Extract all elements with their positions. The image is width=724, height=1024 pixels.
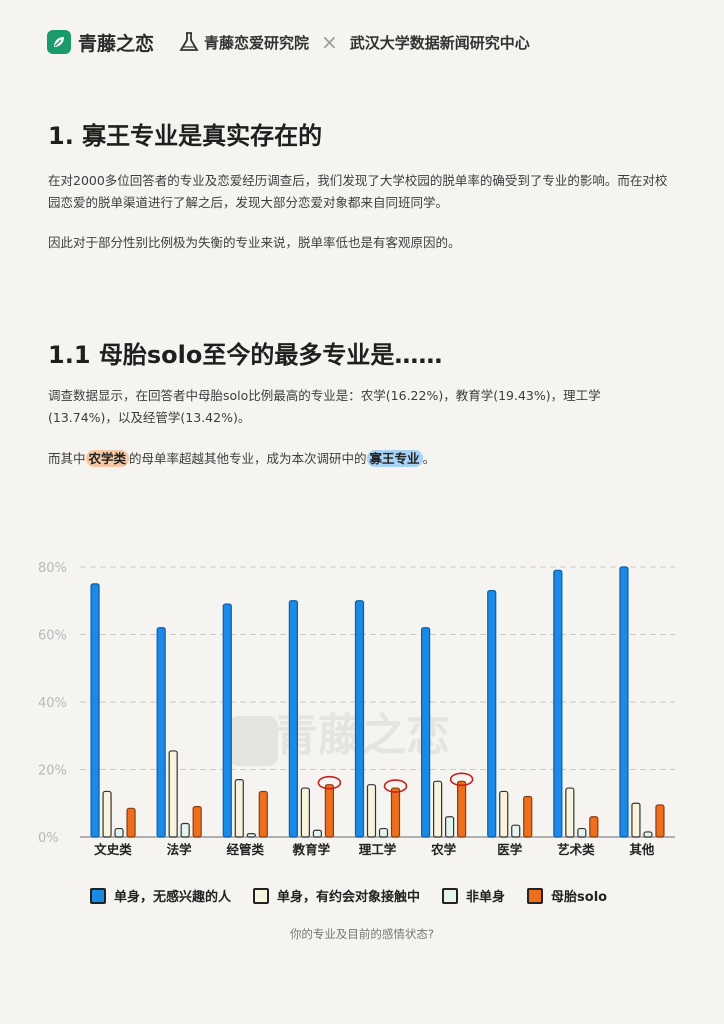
bar-3-3 [324,784,334,838]
bar-0-6 [487,590,497,838]
x-tick-label: 法学 [167,842,193,857]
bar-2-5 [445,816,455,838]
bar-2-0 [114,827,124,838]
institute-block: 青藤恋爱研究院 [200,32,309,53]
bar-3-8 [655,804,665,838]
bar-3-7 [589,816,599,838]
brand-name: 青藤之恋 [78,32,155,55]
bar-0-5 [421,627,431,838]
x-tick-label: 艺术类 [557,842,595,857]
bar-1-4 [366,784,377,838]
y-tick-label: 60% [38,629,67,644]
bar-0-3 [288,600,298,838]
bar-1-1 [168,750,178,838]
legend-item-solo: 母胎solo [527,886,607,905]
bar-1-6 [499,790,509,838]
x-tick-label: 经管类 [227,842,265,857]
x-tick-label: 理工学 [359,842,397,857]
legend-label-solo: 母胎solo [551,890,608,905]
bar-3-1 [192,806,202,838]
section-title-1: 1. 寡王专业是真实存在的 [48,122,323,150]
section11-paragraph-1: 调查数据显示，在回答者中母胎solo比例最高的专业是：农学(16.22%)，教育… [48,388,601,425]
x-tick-label: 文史类 [94,842,132,857]
bar-0-4 [354,600,365,838]
x-tick-label: 教育学 [292,842,331,857]
x-tick-label: 医学 [497,842,523,857]
bar-1-7 [565,787,575,838]
legend-swatch-single-dating [253,887,270,904]
page-header: 青藤之恋 青藤恋爱研究院 × 武汉大学数据新闻研究中心 [47,26,687,58]
section11-paragraph-2: 而其中 农学类 的母单率超越其他专业，成为本次调研中的 寡王专业。 [48,448,668,470]
legend-item-single-uninterested: 单身，无感兴趣的人 [90,886,231,905]
legend-label-single-dating: 单身，有约会对象接触中 [277,890,421,905]
bar-3-5 [457,780,467,838]
y-tick-label: 20% [38,764,67,779]
legend-item-not-single: 非单身 [442,886,505,905]
bar-3-0 [126,807,136,838]
bar-1-3 [300,787,310,838]
bar-1-5 [433,780,443,838]
section-title-1-1: 1.1 母胎solo至今的最多专业是…… [48,341,443,369]
bar-2-4 [378,827,389,838]
para-text-a: 而其中 [48,451,86,466]
bar-3-6 [523,795,533,838]
institute-name: 青藤恋爱研究院 [204,33,310,52]
bar-2-7 [577,827,587,838]
institute-flask-icon [179,32,199,51]
highlight-agriculture: 农学类 [85,450,130,467]
section1-paragraph-1: 在对2000多位回答者的专业及恋爱经历调查后，我们发现了大学校园的脱单率的确受到… [48,173,668,210]
partner-name: 武汉大学数据新闻研究中心 [349,33,530,52]
bar-0-0 [90,583,100,838]
bar-0-8 [619,566,629,838]
legend-swatch-solo [527,887,544,904]
bar-2-8 [643,831,653,838]
chart-caption: 你的专业及目前的感情状态? [289,927,435,941]
para-text-c: 。 [422,451,436,466]
legend-item-single-dating: 单身，有约会对象接触中 [253,886,420,905]
legend-swatch-single-uninterested [90,887,106,904]
leaf-logo-icon [47,30,71,54]
bar-1-2 [234,779,244,838]
bar-0-1 [156,627,166,838]
cross-icon: × [321,30,338,54]
highlight-circle [383,779,408,793]
legend-label-single-uninterested: 单身，无感兴趣的人 [114,890,232,905]
legend-label-not-single: 非单身 [466,890,506,905]
bar-0-2 [222,603,232,838]
y-tick-label: 40% [38,696,67,711]
bar-2-6 [511,824,521,838]
bar-2-2 [246,833,256,838]
legend-swatch-not-single [442,887,459,904]
para-text-b: 的母单率超越其他专业，成为本次调研中的 [129,451,367,466]
major-status-bar-chart: 青藤之恋0%20%40%60%80%文史类法学经管类教育学理工学农学医学艺术类其… [38,561,675,857]
bar-1-8 [631,802,641,838]
chart-legend: 单身，无感兴趣的人 单身，有约会对象接触中 非单身 母胎solo [90,886,629,905]
highlight-circle [449,772,474,787]
x-tick-label: 其他 [629,842,655,857]
bar-3-4 [390,787,401,838]
bar-2-1 [180,822,190,838]
bar-0-7 [553,569,563,838]
bar-3-2 [258,790,268,838]
bar-1-0 [102,790,112,838]
watermark-logo-icon [228,716,278,766]
y-tick-label: 0% [38,831,59,846]
bar-2-3 [312,829,322,838]
section1-paragraph-2: 因此对于部分性别比例极为失衡的专业来说，脱单率低也是有客观原因的。 [48,235,461,250]
y-tick-label: 80% [38,561,67,576]
highlight-circle [317,775,342,790]
highlight-major: 寡王专业 [366,450,423,467]
x-tick-label: 农学 [430,842,457,857]
